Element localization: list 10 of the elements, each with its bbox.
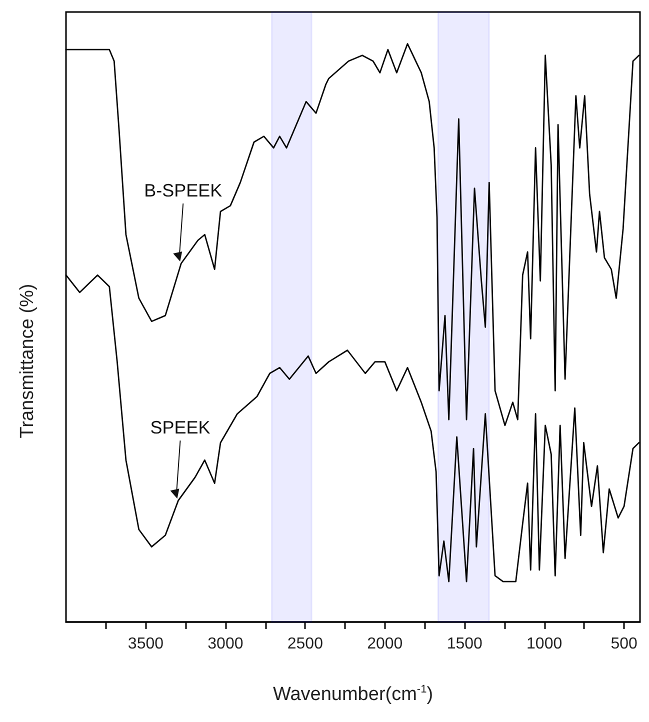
series-label: B-SPEEK	[144, 180, 222, 201]
x-tick-label: 1500	[446, 636, 483, 652]
x-tick-label: 3000	[208, 636, 244, 652]
x-tick-label: 500	[610, 636, 638, 652]
x-tick-label: 3500	[128, 636, 164, 652]
x-tick-label: 1000	[526, 636, 562, 652]
x-tick-label: 2000	[367, 636, 403, 652]
y-axis-title: Transmittance (%)	[17, 284, 38, 438]
series-label: SPEEK	[150, 418, 210, 438]
x-tick-label: 2500	[287, 636, 324, 652]
